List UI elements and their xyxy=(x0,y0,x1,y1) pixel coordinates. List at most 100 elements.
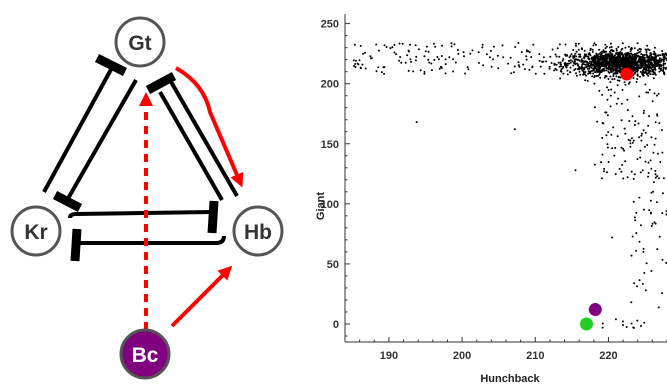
scatter-point xyxy=(612,75,615,77)
x-tick-label: 220 xyxy=(599,350,617,362)
scatter-point xyxy=(617,64,620,67)
scatter-point xyxy=(647,48,649,51)
scatter-point xyxy=(652,73,655,76)
scatter-point xyxy=(596,57,599,60)
scatter-point xyxy=(643,64,646,67)
scatter-point xyxy=(427,58,430,61)
scatter-point xyxy=(595,53,598,56)
scatter-point xyxy=(652,64,655,67)
y-tick-label: 150 xyxy=(321,139,339,151)
node-bc-label: Bc xyxy=(132,344,159,367)
scatter-point xyxy=(640,132,643,135)
scatter-point xyxy=(415,55,418,58)
scatter-point xyxy=(538,59,541,62)
scatter-point xyxy=(450,42,453,45)
scatter-point xyxy=(610,61,613,64)
scatter-point xyxy=(581,63,584,66)
scatter-point xyxy=(614,173,617,176)
scatter-point xyxy=(652,151,655,154)
scatter-point xyxy=(471,49,474,52)
scatter-point xyxy=(566,54,569,57)
scatter-point xyxy=(653,46,656,49)
scatter-point xyxy=(643,71,646,74)
scatter-point xyxy=(612,50,615,53)
scatter-point xyxy=(520,51,523,54)
scatter-point xyxy=(558,43,561,46)
scatter-point xyxy=(375,43,378,46)
scatter-point xyxy=(395,53,398,56)
scatter-point xyxy=(611,57,614,60)
scatter-point xyxy=(651,222,654,225)
scatter-point xyxy=(632,139,635,142)
scatter-point xyxy=(661,151,664,154)
scatter-point xyxy=(612,126,615,129)
scatter-point xyxy=(650,270,653,272)
scatter-point xyxy=(642,247,645,250)
scatter-point xyxy=(635,63,637,66)
scatter-point xyxy=(599,69,602,72)
node-kr-label: Kr xyxy=(24,221,47,244)
scatter-point xyxy=(644,83,647,86)
scatter-point xyxy=(632,177,635,180)
scatter-point xyxy=(383,44,386,47)
scatter-point xyxy=(593,106,596,109)
scatter-point xyxy=(572,49,575,51)
scatter-point xyxy=(610,71,613,73)
scatter-point xyxy=(582,68,585,71)
scatter-point xyxy=(654,173,657,176)
scatter-point xyxy=(586,79,589,82)
scatter-point xyxy=(622,147,625,150)
scatter-point xyxy=(615,47,618,50)
scatter-point xyxy=(627,45,630,48)
scatter-point xyxy=(662,59,665,62)
highlight-points xyxy=(580,67,634,331)
scatter-point xyxy=(423,72,426,75)
scatter-point xyxy=(661,50,664,53)
scatter-point xyxy=(643,321,646,324)
scatter-point xyxy=(645,91,648,94)
scatter-point xyxy=(633,124,636,126)
scatter-point xyxy=(662,55,665,58)
scatter-point xyxy=(565,66,568,69)
scatter-point xyxy=(595,69,598,72)
scatter-point xyxy=(648,66,651,69)
scatter-point xyxy=(452,58,455,61)
scatter-point xyxy=(656,94,658,97)
scatter-point xyxy=(593,61,596,64)
scatter-point xyxy=(608,71,611,74)
scatter-point xyxy=(488,56,491,59)
scatter-point xyxy=(597,56,599,58)
scatter-point xyxy=(584,60,587,63)
scatter-point xyxy=(355,59,357,62)
scatter-point xyxy=(380,71,383,74)
scatter-point xyxy=(643,54,646,56)
scatter-point xyxy=(428,61,431,64)
node-kr: Kr xyxy=(10,205,62,257)
scatter-point xyxy=(638,95,641,98)
node-hb-label: Hb xyxy=(244,221,272,244)
scatter-point xyxy=(601,93,604,96)
scatter-point xyxy=(636,319,639,322)
scatter-point xyxy=(662,68,665,71)
scatter-point xyxy=(364,51,366,54)
scatter-point xyxy=(592,63,594,66)
scatter-point xyxy=(578,70,581,73)
scatter-point xyxy=(604,56,607,59)
scatter-point xyxy=(619,51,622,53)
scatter-point xyxy=(649,199,652,202)
scatter-point xyxy=(637,51,640,54)
scatter-point xyxy=(620,170,623,173)
scatter-point xyxy=(624,53,626,55)
scatter-point xyxy=(482,64,485,67)
scatter-point xyxy=(359,44,362,47)
scatter-point xyxy=(463,55,465,58)
scatter-point xyxy=(635,249,638,252)
scatter-point xyxy=(648,209,651,212)
scatter-point xyxy=(609,81,612,84)
scatter-point xyxy=(649,73,652,76)
scatter-point xyxy=(654,57,657,60)
scatter-point xyxy=(572,62,575,64)
scatter-point xyxy=(543,72,546,75)
scatter-point xyxy=(647,91,650,94)
scatter-point xyxy=(621,89,624,91)
